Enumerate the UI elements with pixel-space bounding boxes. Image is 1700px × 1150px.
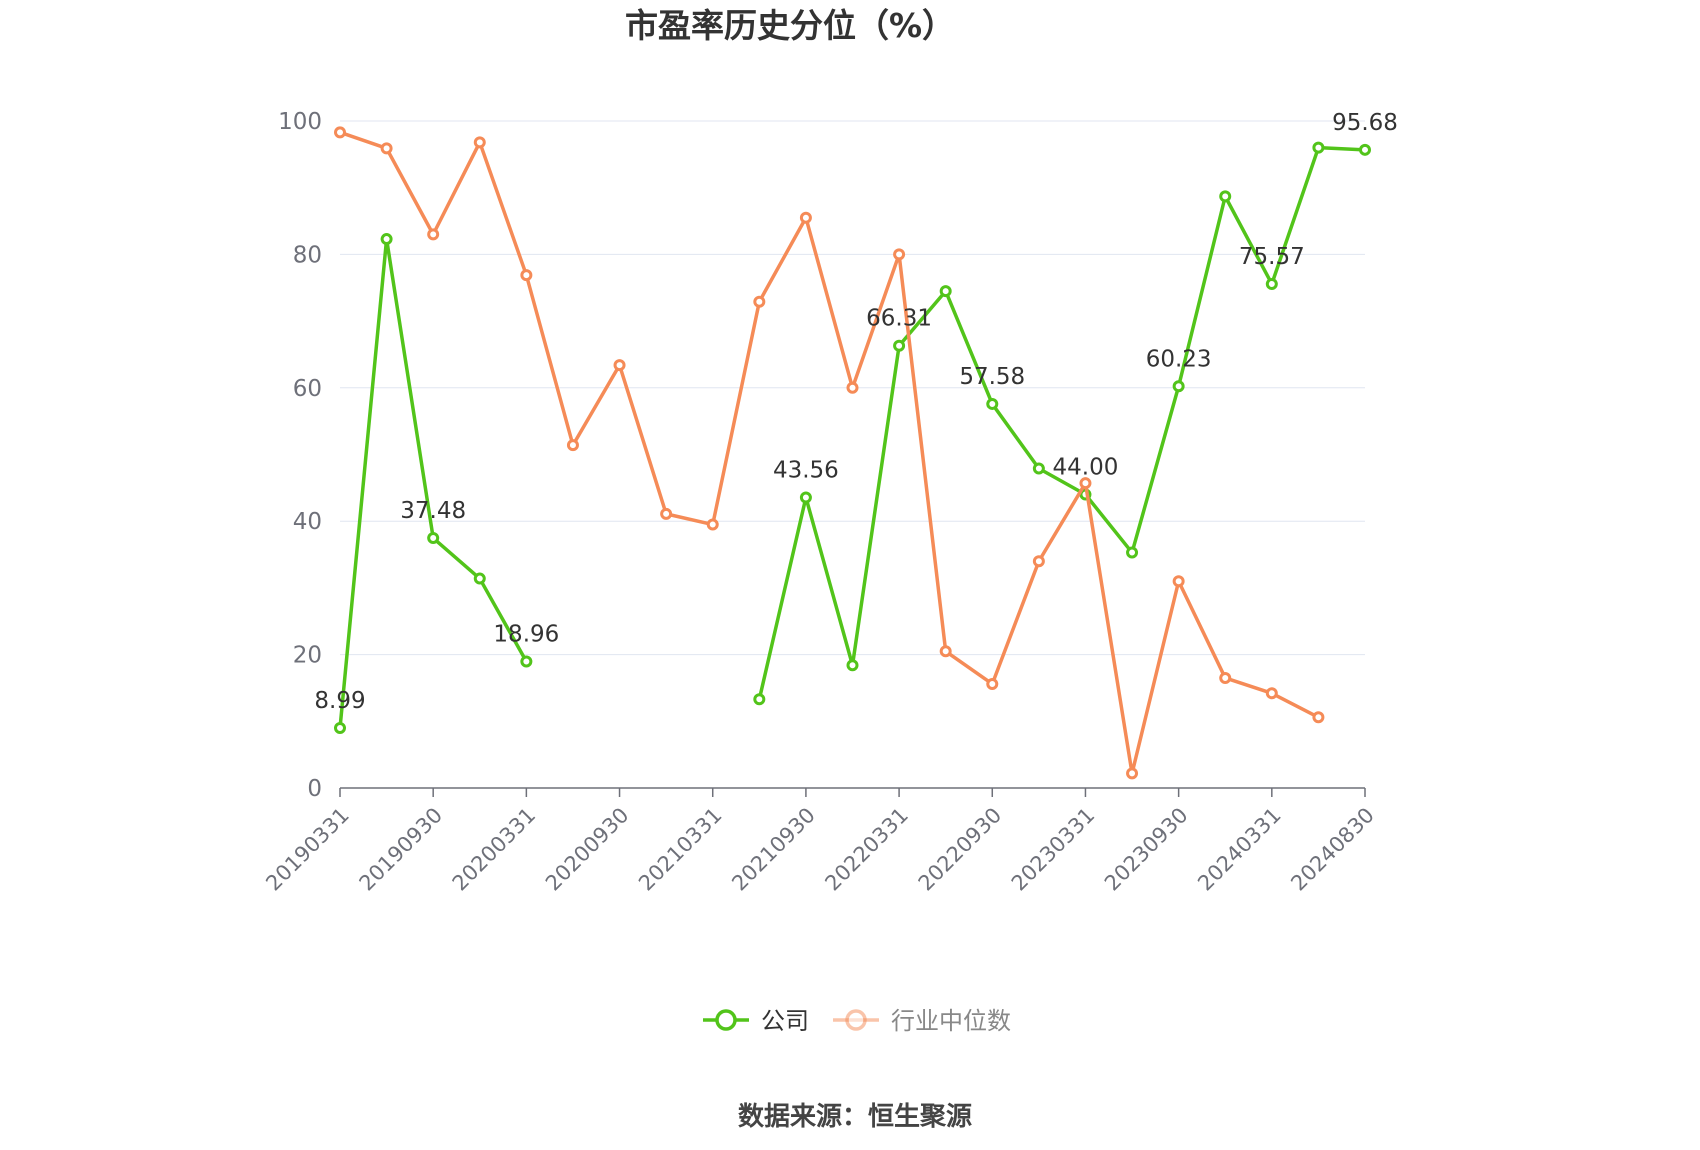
data-label: 66.31 xyxy=(866,306,932,332)
x-axis: 20190331 20190930 20200331 20200930 20210331… xyxy=(261,787,1379,896)
data-point xyxy=(1126,767,1139,780)
data-point xyxy=(427,228,440,241)
data-point xyxy=(1032,462,1045,475)
data-point xyxy=(380,233,393,246)
legend-item-industry-median[interactable]: 行业中位数 xyxy=(833,1007,1011,1035)
legend-item-company[interactable]: 公司 xyxy=(703,1007,809,1035)
data-label: 44.00 xyxy=(1053,455,1119,481)
data-point xyxy=(613,359,626,372)
x-tick-label: 20230331 xyxy=(1007,803,1100,896)
data-point xyxy=(473,136,486,149)
data-point xyxy=(986,677,999,690)
data-point xyxy=(1126,546,1139,559)
data-point xyxy=(986,397,999,410)
data-label: 75.57 xyxy=(1239,244,1305,270)
y-axis: 0 20 40 60 80 100 xyxy=(278,109,322,802)
series-company xyxy=(334,141,1371,735)
data-point xyxy=(753,295,766,308)
data-point xyxy=(1079,477,1092,490)
data-point xyxy=(893,339,906,352)
y-tick-label: 20 xyxy=(293,643,322,669)
y-tick-label: 0 xyxy=(307,776,322,802)
data-point xyxy=(520,269,533,282)
legend-marker xyxy=(845,1009,867,1031)
data-label: 57.58 xyxy=(959,364,1025,390)
x-tick-label: 20190930 xyxy=(355,803,448,896)
legend-marker xyxy=(715,1009,737,1031)
y-tick-label: 80 xyxy=(293,242,322,268)
data-labels: 8.99 37.48 18.96 43.56 66.31 57.58 44.00 60.23 7… xyxy=(314,110,1398,714)
data-point xyxy=(893,248,906,261)
data-label: 95.68 xyxy=(1332,110,1398,136)
data-point xyxy=(846,659,859,672)
data-point xyxy=(1265,277,1278,290)
data-label: 60.23 xyxy=(1146,346,1212,372)
data-point xyxy=(1265,687,1278,700)
data-point xyxy=(939,645,952,658)
x-tick-label: 20240331 xyxy=(1193,803,1286,896)
data-point xyxy=(799,211,812,224)
data-point xyxy=(1172,575,1185,588)
data-point xyxy=(334,126,346,139)
data-point xyxy=(520,655,533,668)
y-tick-label: 100 xyxy=(278,109,322,135)
series-line xyxy=(757,145,1366,700)
chart-title: 市盈率历史分位（%） xyxy=(625,6,955,45)
data-label: 18.96 xyxy=(493,622,559,648)
series-line xyxy=(339,130,1320,776)
data-point xyxy=(846,381,859,394)
data-point xyxy=(427,532,440,545)
data-point xyxy=(1032,555,1045,568)
series-layer xyxy=(334,126,1371,780)
data-point xyxy=(1312,711,1325,724)
data-point xyxy=(473,572,486,585)
data-point xyxy=(1172,380,1185,393)
data-point xyxy=(380,142,393,155)
y-tick-label: 60 xyxy=(293,376,322,402)
data-point xyxy=(799,491,812,504)
legend-label: 公司 xyxy=(761,1007,809,1035)
data-point xyxy=(660,507,673,520)
series-industry-median xyxy=(334,126,1325,780)
data-point xyxy=(566,439,579,452)
data-label: 43.56 xyxy=(773,457,839,483)
x-tick-label: 20220930 xyxy=(914,803,1007,896)
data-source: 数据来源：恒生聚源 xyxy=(738,1102,972,1132)
legend[interactable]: 公司 行业中位数 xyxy=(703,1007,1011,1035)
x-tick-label: 20230930 xyxy=(1100,803,1193,896)
y-tick-label: 40 xyxy=(293,509,322,535)
data-point xyxy=(1312,141,1325,154)
data-label: 37.48 xyxy=(400,498,466,524)
data-point xyxy=(1359,143,1371,156)
data-point xyxy=(1219,190,1232,203)
data-point xyxy=(706,518,719,531)
x-tick-label: 20190331 xyxy=(261,803,354,896)
x-tick-label: 20220331 xyxy=(820,803,913,896)
data-point xyxy=(334,722,346,735)
data-point xyxy=(1219,671,1232,684)
data-point xyxy=(753,693,766,706)
data-label: 8.99 xyxy=(314,688,365,714)
x-tick-label: 20210930 xyxy=(727,803,820,896)
x-tick-label: 20200331 xyxy=(448,803,541,896)
x-tick-label: 20210331 xyxy=(634,803,727,896)
x-tick-label: 20200930 xyxy=(541,803,634,896)
data-point xyxy=(939,285,952,298)
x-tick-label: 20240830 xyxy=(1286,803,1379,896)
legend-label: 行业中位数 xyxy=(891,1007,1011,1035)
